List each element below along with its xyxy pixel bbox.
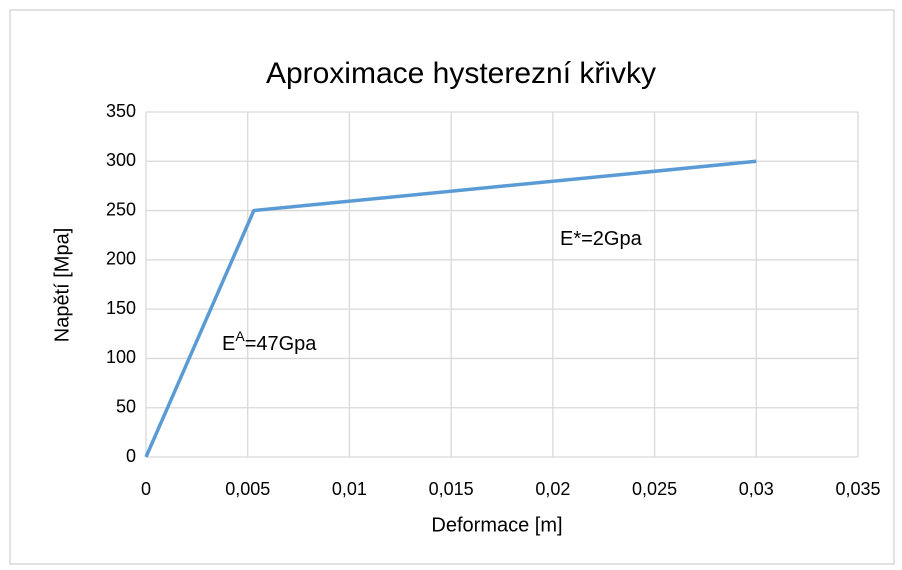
x-tick-label: 0,025 bbox=[632, 479, 677, 499]
x-tick-label: 0,005 bbox=[225, 479, 270, 499]
annotation-part: E bbox=[222, 333, 235, 355]
data-line bbox=[144, 159, 757, 458]
chart-frame bbox=[9, 9, 895, 565]
x-tick-label: 0,02 bbox=[535, 479, 570, 499]
annotation-part: E*=2Gpa bbox=[560, 228, 643, 250]
y-tick-label: 50 bbox=[116, 396, 136, 416]
x-tick-label: 0,01 bbox=[332, 479, 367, 499]
x-axis-title: Deformace [m] bbox=[431, 514, 562, 536]
x-tick-label: 0,03 bbox=[739, 479, 774, 499]
annotation: E*=2Gpa bbox=[560, 228, 643, 250]
chart-title: Aproximace hysterezní křivky bbox=[266, 57, 656, 90]
y-tick-label: 150 bbox=[106, 298, 136, 318]
x-tick-label: 0 bbox=[141, 479, 151, 499]
y-axis-title: Napětí [Mpa] bbox=[51, 228, 73, 343]
y-tick-label: 100 bbox=[106, 347, 136, 367]
y-tick-label: 300 bbox=[106, 150, 136, 170]
annotation: EA=47Gpa bbox=[222, 328, 317, 356]
annotation-superscript: A bbox=[235, 328, 245, 344]
y-tick-label: 350 bbox=[106, 101, 136, 121]
y-tick-label: 200 bbox=[106, 249, 136, 269]
annotation-part: =47Gpa bbox=[245, 333, 318, 355]
y-tick-label: 0 bbox=[126, 446, 136, 466]
x-tick-label: 0,035 bbox=[835, 479, 880, 499]
y-tick-label: 250 bbox=[106, 199, 136, 219]
x-tick-label: 0,015 bbox=[429, 479, 474, 499]
